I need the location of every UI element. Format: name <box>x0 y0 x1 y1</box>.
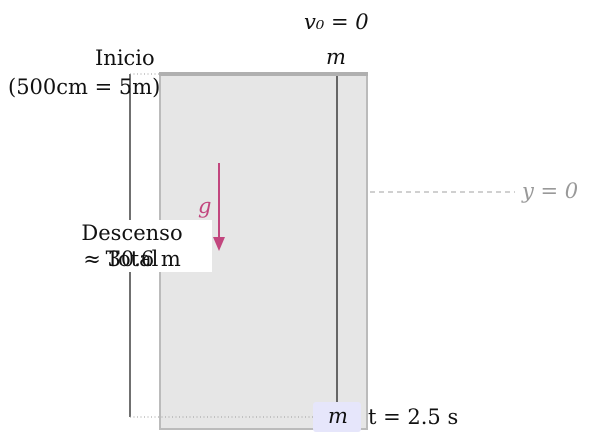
start-bar <box>159 72 368 76</box>
mass-top-label: m <box>326 45 346 69</box>
descenso-value: ≈ 30.6 m <box>83 247 181 271</box>
initial-velocity-label: v₀ = 0 <box>304 10 369 34</box>
inicio-height-label: (500cm = 5m) <box>8 75 161 99</box>
y0-label: y = 0 <box>522 179 579 203</box>
descenso-label: Descenso Total <box>81 221 183 271</box>
time-label: t = 2.5 s <box>368 405 459 429</box>
mass-bottom-box <box>313 402 361 432</box>
inicio-label: Inicio <box>95 46 155 70</box>
gravity-label: g <box>198 194 212 218</box>
descenso-label-box: Descenso Total ≈ 30.6 m <box>52 220 212 272</box>
mass-bottom-label: m <box>328 404 348 428</box>
gravity-arrow-icon <box>213 237 225 251</box>
